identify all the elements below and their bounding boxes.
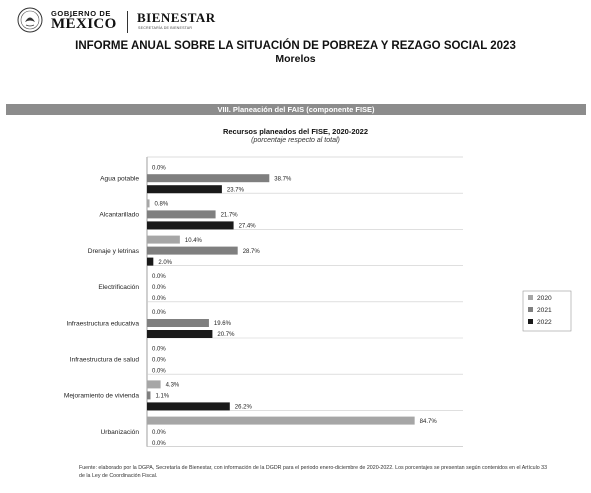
bar-agua-potable-2022 [147, 185, 222, 194]
category-label-urbanizacion: Urbanización [101, 429, 140, 436]
value-label-alcantarillado-2021: 21.7% [221, 213, 239, 219]
legend-label-2020: 2020 [537, 295, 552, 302]
value-label-infraestructura-de-salud-2021: 0.0% [152, 357, 166, 363]
report-state: Morelos [275, 53, 316, 65]
value-label-infraestructura-educativa-2020: 0.0% [152, 310, 166, 316]
bar-drenaje-y-letrinas-2022 [147, 257, 154, 266]
value-label-infraestructura-de-salud-2020: 0.0% [152, 346, 166, 352]
value-label-alcantarillado-2020: 0.8% [155, 202, 169, 208]
legend-label-2021: 2021 [537, 307, 552, 314]
value-label-mejoramiento-de-vivienda-2020: 4.3% [166, 383, 180, 389]
report-title: INFORME ANUAL SOBRE LA SITUACIÓN DE POBR… [75, 40, 516, 52]
section-header: VIII. Planeación del FAIS (componente FI… [6, 104, 586, 115]
value-label-electrificacion-2022: 0.0% [152, 296, 166, 302]
bar-mejoramiento-de-vivienda-2020 [147, 380, 161, 389]
legend-swatch-2021 [528, 307, 533, 312]
bar-urbanizacion-2020 [147, 416, 415, 425]
value-label-infraestructura-de-salud-2022: 0.0% [152, 368, 166, 374]
category-label-infraestructura-educativa: Infraestructura educativa [66, 320, 139, 327]
value-label-alcantarillado-2022: 27.4% [239, 224, 257, 230]
bar-agua-potable-2021 [147, 174, 270, 183]
value-label-drenaje-y-letrinas-2021: 28.7% [243, 249, 261, 255]
value-label-infraestructura-educativa-2022: 20.7% [217, 332, 235, 338]
source-note: Fuente: elaborado por la DGPA, Secretarí… [79, 465, 548, 479]
bar-mejoramiento-de-vivienda-2021 [147, 391, 151, 400]
gobierno-logo-text: GOBIERNO DE [51, 9, 111, 18]
category-label-alcantarillado: Alcantarillado [99, 212, 139, 219]
category-label-agua-potable: Agua potable [100, 176, 139, 183]
bar-mejoramiento-de-vivienda-2022 [147, 402, 230, 411]
bar-alcantarillado-2020 [147, 199, 150, 208]
value-label-mejoramiento-de-vivienda-2021: 1.1% [155, 394, 169, 400]
value-label-drenaje-y-letrinas-2020: 10.4% [185, 238, 203, 244]
chart-title: Recursos planeados del FISE, 2020-2022 [222, 127, 369, 136]
bar-alcantarillado-2021 [147, 210, 216, 219]
bar-drenaje-y-letrinas-2020 [147, 235, 180, 244]
value-label-urbanizacion-2022: 0.0% [152, 441, 166, 447]
value-label-urbanizacion-2021: 0.0% [152, 430, 166, 436]
chart-subtitle: (porcentaje respecto al total) [251, 137, 340, 144]
bienestar-logo-text: BIENESTAR [137, 10, 216, 25]
value-label-agua-potable-2021: 38.7% [274, 176, 292, 182]
value-label-agua-potable-2020: 0.0% [152, 165, 166, 171]
value-label-mejoramiento-de-vivienda-2022: 26.2% [235, 405, 253, 411]
bar-infraestructura-educativa-2022 [147, 330, 213, 338]
legend-box [522, 290, 572, 332]
bienestar-logo-subtext: SECRETARÍA DE BIENESTAR [138, 26, 193, 30]
legend-swatch-2020 [528, 295, 533, 300]
value-label-infraestructura-educativa-2021: 19.6% [214, 321, 232, 327]
category-label-mejoramiento-de-vivienda: Mejoramiento de vivienda [64, 393, 139, 400]
logo-divider [127, 11, 128, 33]
value-label-drenaje-y-letrinas-2022: 2.0% [158, 260, 172, 266]
legend-swatch-2022 [528, 319, 533, 324]
category-label-drenaje-y-letrinas: Drenaje y letrinas [88, 248, 140, 255]
mexico-logo-text: MÉXICO [51, 16, 117, 32]
category-label-infraestructura-de-salud: Infraestructura de salud [70, 357, 140, 364]
value-label-electrificacion-2021: 0.0% [152, 285, 166, 291]
value-label-electrificacion-2020: 0.0% [152, 274, 166, 280]
bar-drenaje-y-letrinas-2021 [147, 246, 238, 255]
legend-label-2022: 2022 [537, 319, 552, 326]
eagle-seal-icon [17, 7, 43, 33]
bar-alcantarillado-2022 [147, 221, 234, 230]
value-label-urbanizacion-2020: 84.7% [420, 419, 438, 425]
bar-infraestructura-educativa-2021 [147, 319, 209, 327]
value-label-agua-potable-2022: 23.7% [227, 187, 245, 193]
category-label-electrificacion: Electrificación [98, 284, 139, 291]
